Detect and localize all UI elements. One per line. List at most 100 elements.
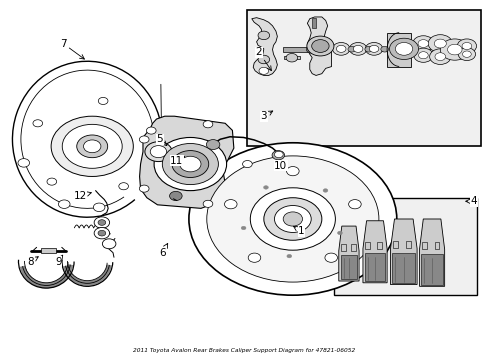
Circle shape [271, 150, 284, 160]
Circle shape [263, 186, 268, 189]
Circle shape [336, 45, 346, 52]
Text: 4: 4 [465, 196, 476, 206]
Bar [284, 56, 299, 59]
Circle shape [102, 239, 116, 249]
Circle shape [93, 203, 105, 212]
Circle shape [94, 217, 109, 228]
Circle shape [348, 199, 361, 209]
Bar [386, 33, 410, 67]
Polygon shape [307, 17, 331, 76]
Circle shape [58, 200, 70, 208]
Polygon shape [419, 219, 444, 286]
Circle shape [323, 189, 327, 192]
Circle shape [51, 116, 133, 176]
Circle shape [274, 151, 283, 158]
Circle shape [324, 253, 337, 262]
Circle shape [283, 212, 302, 226]
Circle shape [418, 52, 427, 59]
Circle shape [364, 46, 372, 52]
Circle shape [306, 46, 315, 53]
Circle shape [389, 38, 418, 59]
Text: 10: 10 [274, 161, 287, 171]
Circle shape [274, 206, 310, 233]
Circle shape [98, 230, 105, 236]
Circle shape [447, 44, 461, 55]
Text: 11: 11 [170, 156, 184, 166]
Circle shape [83, 140, 101, 153]
Circle shape [94, 228, 109, 239]
Text: 6: 6 [159, 243, 167, 258]
Polygon shape [362, 221, 386, 283]
Circle shape [461, 42, 471, 50]
Circle shape [456, 39, 476, 53]
Circle shape [353, 45, 362, 52]
Circle shape [429, 49, 450, 64]
Circle shape [144, 142, 172, 162]
Circle shape [347, 46, 355, 52]
Circle shape [332, 42, 349, 55]
Bar [41, 248, 56, 253]
Circle shape [224, 199, 237, 209]
Circle shape [259, 67, 268, 75]
Circle shape [169, 192, 182, 201]
Bar [421, 254, 442, 284]
Bar [377, 242, 382, 249]
Circle shape [286, 167, 299, 176]
Bar [392, 242, 397, 248]
Bar [341, 244, 346, 251]
Circle shape [47, 178, 57, 185]
Circle shape [258, 31, 269, 40]
Text: 2011 Toyota Avalon Rear Brakes Caliper Support Diagram for 47821-06052: 2011 Toyota Avalon Rear Brakes Caliper S… [133, 348, 355, 353]
Bar [392, 253, 414, 283]
Circle shape [427, 35, 451, 53]
Circle shape [439, 39, 468, 60]
Text: 8: 8 [27, 257, 38, 266]
Circle shape [154, 138, 226, 191]
Text: 5: 5 [156, 134, 166, 145]
Circle shape [306, 36, 333, 56]
Circle shape [368, 45, 378, 52]
Bar [406, 242, 410, 248]
Bar [283, 48, 309, 52]
Circle shape [394, 42, 412, 55]
Circle shape [33, 120, 42, 127]
Polygon shape [338, 226, 358, 281]
Circle shape [286, 255, 291, 258]
Bar [246, 10, 480, 146]
Bar [340, 255, 356, 279]
Circle shape [417, 40, 428, 48]
Bar [311, 18, 315, 28]
Circle shape [77, 135, 107, 158]
Circle shape [146, 127, 156, 134]
Circle shape [203, 200, 212, 207]
Circle shape [311, 40, 328, 53]
Circle shape [172, 150, 208, 177]
Circle shape [250, 188, 335, 250]
Circle shape [412, 36, 433, 51]
Circle shape [337, 231, 342, 235]
Circle shape [413, 48, 432, 62]
Bar [336, 48, 351, 51]
Bar [364, 253, 385, 281]
Bar [421, 242, 426, 249]
Circle shape [285, 54, 297, 62]
Circle shape [150, 145, 166, 158]
Circle shape [139, 185, 149, 192]
Circle shape [365, 42, 382, 55]
Bar [350, 244, 355, 251]
Text: 7: 7 [60, 39, 84, 59]
Polygon shape [390, 219, 416, 284]
Circle shape [349, 42, 366, 55]
Circle shape [206, 156, 378, 282]
Circle shape [98, 98, 108, 104]
Text: 12: 12 [73, 191, 91, 201]
Circle shape [258, 55, 269, 64]
Circle shape [119, 183, 128, 190]
Bar [352, 48, 368, 51]
Circle shape [380, 46, 388, 52]
Circle shape [139, 136, 149, 143]
Bar [365, 242, 369, 249]
Text: 9: 9 [55, 255, 62, 266]
Polygon shape [251, 18, 277, 76]
Circle shape [162, 144, 218, 185]
